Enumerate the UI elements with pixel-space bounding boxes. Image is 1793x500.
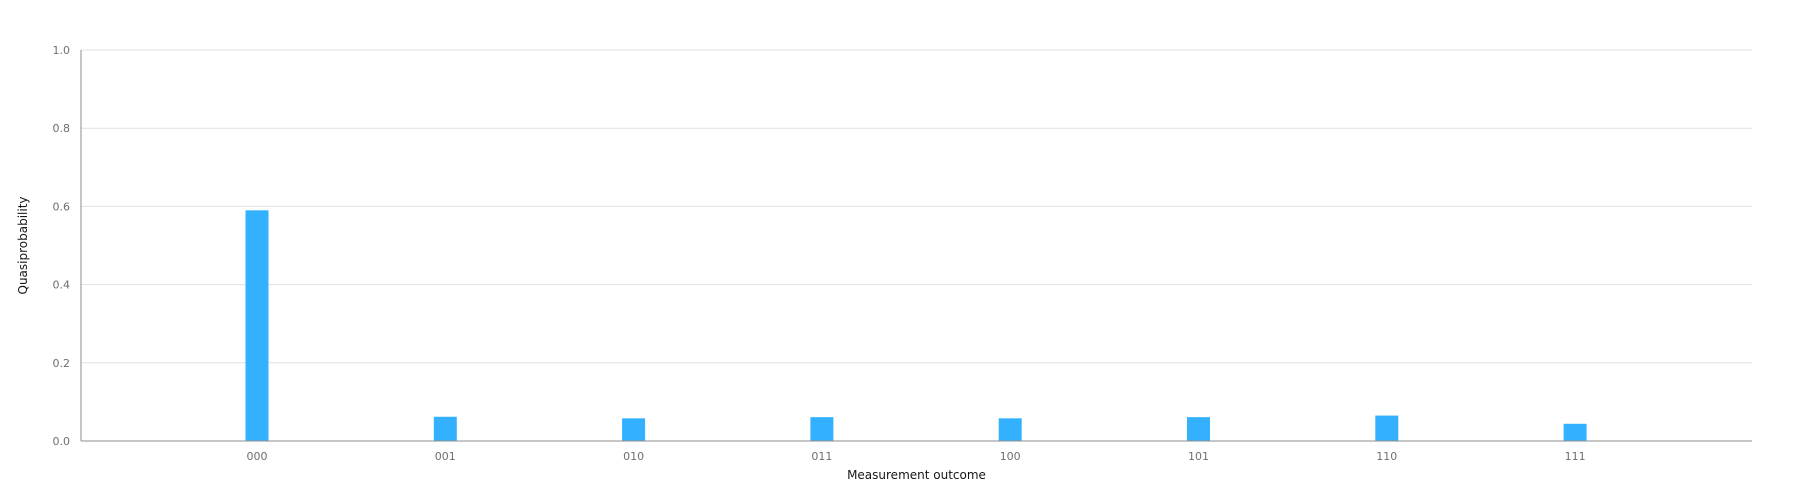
bar-111[interactable]: [1563, 423, 1587, 441]
y-axis-title: Quasiprobability: [16, 196, 30, 294]
bar-101[interactable]: [1187, 417, 1210, 441]
bar-layer: [245, 210, 1587, 441]
x-axis-title: Measurement outcome: [847, 468, 986, 482]
y-tick-label: 0.4: [53, 279, 71, 292]
x-tick-label: 101: [1188, 450, 1209, 463]
y-tick-label: 0.6: [53, 200, 71, 213]
bar-010[interactable]: [622, 418, 646, 441]
y-tick-label: 1.0: [53, 44, 71, 57]
x-tick-label: 100: [1000, 450, 1021, 463]
x-tick-label: 110: [1376, 450, 1397, 463]
x-tick-labels: 000 001 010 011 100 101 110 111: [247, 450, 1586, 463]
bar-001[interactable]: [433, 416, 457, 441]
y-tick-label: 0.0: [53, 435, 71, 448]
x-tick-label: 000: [247, 450, 268, 463]
y-tick-labels: 0.0 0.2 0.4 0.6 0.8 1.0: [53, 44, 71, 448]
x-tick-label: 111: [1565, 450, 1586, 463]
x-tick-label: 011: [811, 450, 832, 463]
grid-layer: [81, 49, 1752, 364]
bar-011[interactable]: [810, 417, 834, 441]
bar-100[interactable]: [998, 418, 1022, 441]
x-tick-label: 010: [623, 450, 644, 463]
bar-000[interactable]: [245, 210, 269, 441]
y-tick-label: 0.8: [53, 122, 71, 135]
y-tick-label: 0.2: [53, 357, 71, 370]
x-tick-label: 001: [435, 450, 456, 463]
bar-110[interactable]: [1375, 415, 1399, 441]
